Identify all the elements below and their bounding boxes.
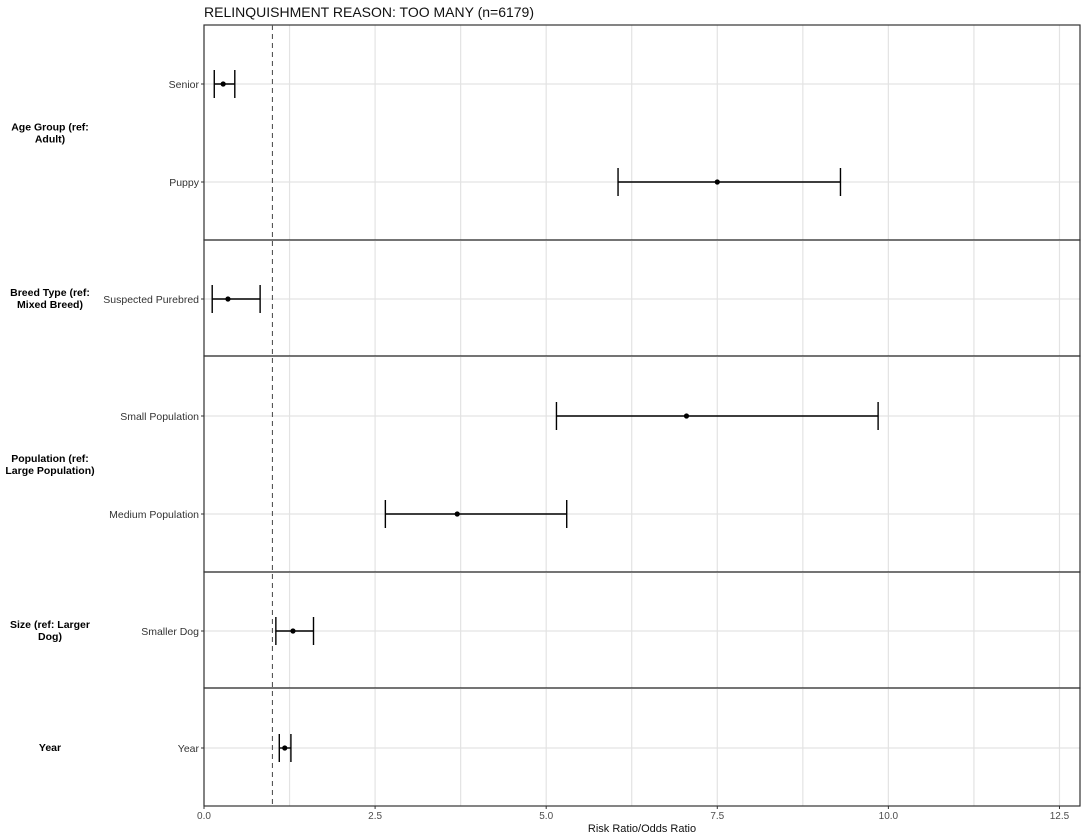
- panel: Population (ref: Large Population) Small P…: [5, 355, 1081, 573]
- x-tick-label: 0.0: [197, 811, 211, 822]
- group-label-line: Population (ref:: [11, 453, 89, 465]
- x-tick-label: 2.5: [368, 811, 382, 822]
- panel-border: [203, 687, 1081, 807]
- group-label-line: Size (ref: Larger: [10, 619, 90, 631]
- category-label: Year: [178, 743, 200, 755]
- group-label: Population (ref: Large Population): [5, 453, 94, 477]
- category-label: Medium Population: [109, 509, 199, 521]
- panels: Age Group (ref: Adult) Senior Puppy Breed Ty…: [5, 24, 1081, 807]
- panel: Size (ref: Larger Dog) Smaller Dog: [10, 571, 1081, 689]
- point-estimate: [454, 511, 460, 517]
- x-axis-title: Risk Ratio/Odds Ratio: [588, 823, 696, 835]
- category-label: Smaller Dog: [141, 626, 199, 638]
- group-label-line: Breed Type (ref:: [10, 287, 90, 299]
- panel: Year Year: [39, 687, 1081, 807]
- x-tick-label: 7.5: [710, 811, 724, 822]
- group-label-line: Year: [39, 742, 61, 754]
- category-label: Puppy: [169, 177, 200, 189]
- panel-border: [203, 355, 1081, 573]
- category-label: Suspected Purebred: [103, 294, 199, 306]
- panel: Age Group (ref: Adult) Senior Puppy: [11, 24, 1081, 241]
- group-label: Breed Type (ref: Mixed Breed): [10, 287, 90, 311]
- x-axis: 0.0 2.5 5.0 7.5 10.0 12.5: [197, 806, 1070, 822]
- panel: Breed Type (ref: Mixed Breed) Suspected Pu…: [10, 239, 1081, 357]
- category-label: Small Population: [120, 411, 199, 423]
- chart-title: RELINQUISHMENT REASON: TOO MANY (n=6179): [204, 4, 534, 20]
- panel-border: [203, 24, 1081, 241]
- group-label: Age Group (ref: Adult): [11, 122, 89, 146]
- point-estimate: [225, 296, 231, 302]
- group-label-line: Large Population): [5, 465, 94, 477]
- point-estimate: [714, 179, 720, 185]
- point-estimate: [220, 81, 226, 87]
- group-label-line: Mixed Breed): [17, 299, 83, 311]
- x-tick-label: 12.5: [1050, 811, 1070, 822]
- group-label-line: Dog): [38, 631, 62, 643]
- group-label: Size (ref: Larger Dog): [10, 619, 90, 643]
- group-label-line: Adult): [35, 134, 65, 146]
- point-estimate: [282, 745, 288, 751]
- point-estimate: [290, 628, 296, 634]
- category-label: Senior: [169, 79, 200, 91]
- panel-border: [203, 239, 1081, 357]
- point-estimate: [683, 413, 690, 419]
- x-tick-label: 5.0: [539, 811, 553, 822]
- panel-border: [203, 571, 1081, 689]
- group-label-line: Age Group (ref:: [11, 122, 89, 134]
- x-tick-label: 10.0: [879, 811, 899, 822]
- group-label: Year: [39, 742, 61, 754]
